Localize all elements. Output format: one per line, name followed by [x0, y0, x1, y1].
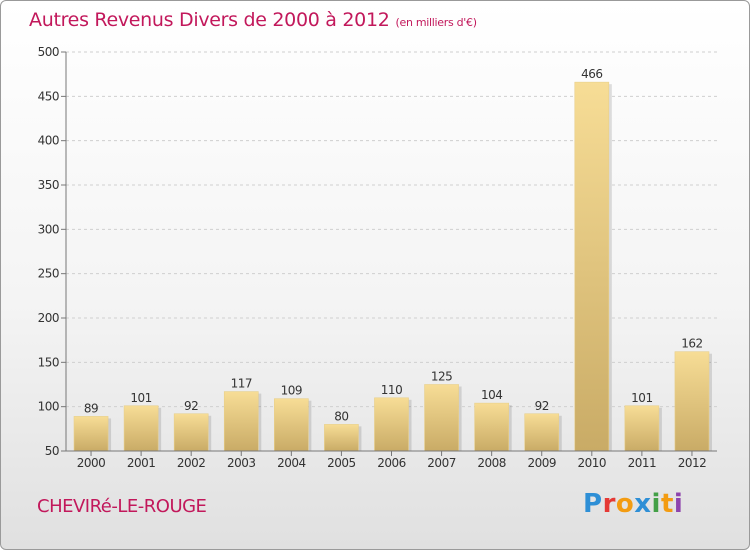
bar-2012[interactable]	[674, 351, 710, 452]
x-tick-label: 2000	[77, 456, 106, 470]
y-tick-label: 300	[38, 222, 59, 236]
bar-2003[interactable]	[223, 391, 259, 452]
bar-2011[interactable]	[624, 405, 660, 452]
x-axis: 2000 2001 2002 2003 2004 2005 2006 2007 2008 2009…	[66, 450, 717, 470]
y-tick-label: 400	[38, 134, 59, 148]
data-label: 104	[481, 388, 502, 402]
bar-2006[interactable]	[374, 397, 409, 452]
x-tick-label: 2010	[578, 456, 607, 470]
bar-2009[interactable]	[524, 413, 560, 452]
data-label: 89	[84, 401, 98, 415]
x-tick-label: 2011	[628, 456, 657, 470]
bar-2000[interactable]	[73, 416, 109, 452]
logo-letter: i	[651, 489, 661, 519]
commune-name: CHEVIRé-LE-ROUGE	[37, 496, 207, 517]
logo-letter: P	[583, 489, 603, 519]
data-label: 92	[535, 399, 549, 413]
y-tick-label: 200	[38, 311, 59, 325]
y-tick-label: 100	[38, 400, 59, 414]
data-label: 80	[334, 409, 348, 423]
data-label: 125	[431, 370, 452, 384]
data-label: 110	[381, 383, 402, 397]
chart-title: Autres Revenus Divers de 2000 à 2012 (en …	[29, 9, 477, 31]
x-tick-label: 2004	[277, 456, 306, 470]
logo-letter: i	[673, 489, 684, 519]
bar-2005[interactable]	[324, 424, 359, 452]
data-label: 466	[581, 67, 602, 81]
y-tick-label: 500	[38, 45, 59, 59]
x-tick-label: 2006	[377, 456, 406, 470]
chart-title-text: Autres Revenus Divers de 2000 à 2012	[29, 9, 390, 31]
x-tick-label: 2005	[327, 456, 356, 470]
x-tick-label: 2007	[427, 456, 456, 470]
y-tick-label: 50	[45, 444, 59, 458]
bar-2010[interactable]	[574, 81, 610, 452]
bar-2002[interactable]	[173, 413, 209, 452]
x-tick-label: 2001	[127, 456, 156, 470]
data-label: 92	[184, 399, 198, 413]
y-tick-label: 250	[38, 267, 59, 281]
x-tick-label: 2012	[678, 456, 707, 470]
x-tick-label: 2002	[177, 456, 206, 470]
grid-lines	[66, 51, 717, 408]
bar-2001[interactable]	[123, 405, 159, 452]
chart-subtitle: (en milliers d'€)	[395, 16, 477, 29]
logo-letter: r	[602, 489, 616, 519]
data-label: 109	[281, 384, 302, 398]
bars: 89 101 92 117 109 80 110 125 104 92 466 101 162	[73, 67, 712, 452]
x-tick-label: 2008	[477, 456, 506, 470]
y-axis: 50 100 150 200 250 300 350 400 450 500	[38, 45, 67, 458]
y-tick-label: 450	[38, 89, 59, 103]
y-tick-label: 150	[38, 355, 59, 369]
logo-letter: o	[615, 489, 635, 519]
data-label: 117	[231, 377, 252, 391]
logo-letter: x	[634, 489, 652, 519]
logo-letter: t	[660, 489, 674, 519]
proxiti-logo[interactable]: Proxiti	[583, 489, 683, 519]
bar-2004[interactable]	[274, 398, 309, 452]
y-tick-label: 350	[38, 178, 59, 192]
data-label: 162	[681, 337, 702, 351]
bar-2007[interactable]	[424, 384, 459, 452]
data-label: 101	[130, 391, 151, 405]
x-tick-label: 2003	[227, 456, 256, 470]
data-label: 101	[631, 391, 652, 405]
bar-2008[interactable]	[474, 402, 509, 452]
x-tick-label: 2009	[527, 456, 556, 470]
